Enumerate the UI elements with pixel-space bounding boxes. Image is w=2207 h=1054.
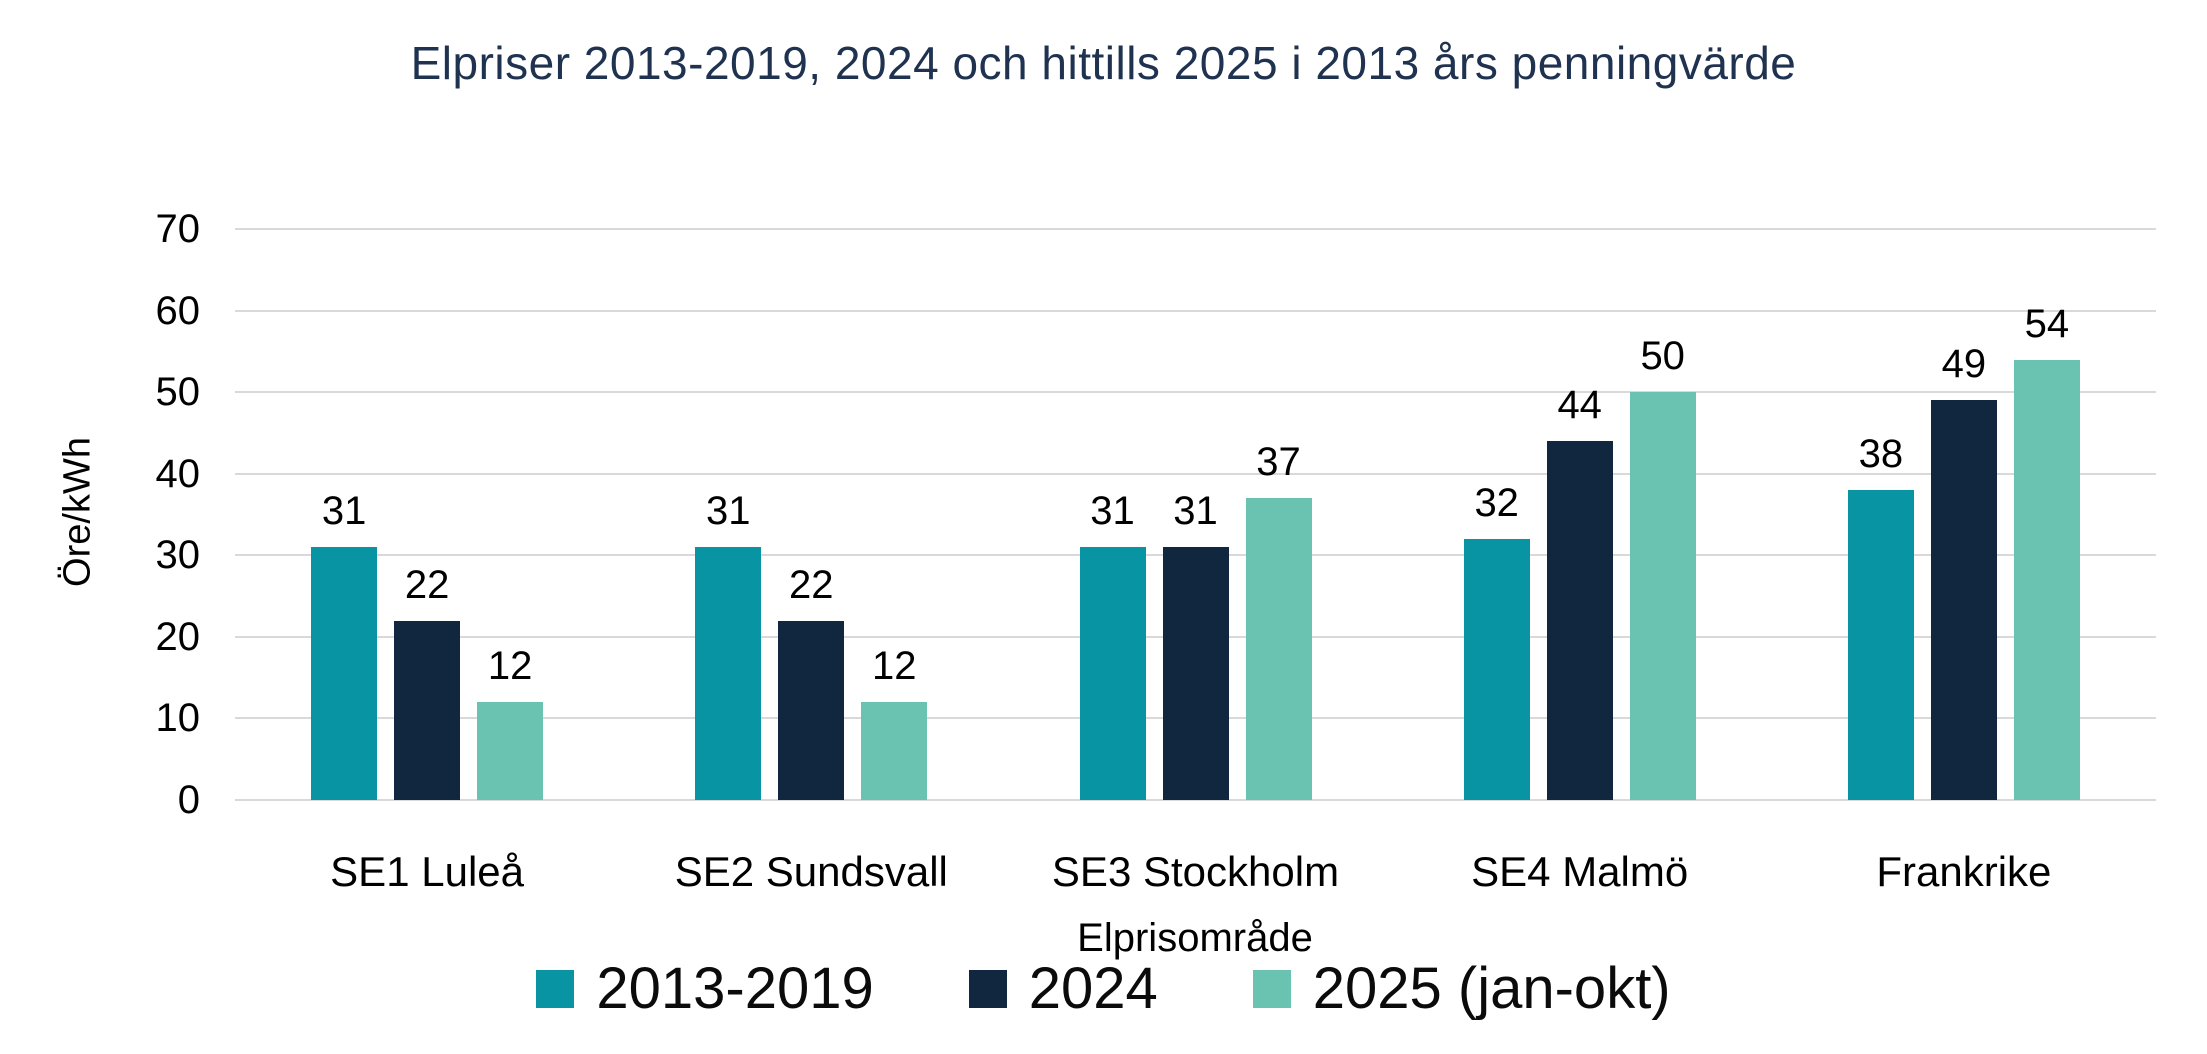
gridline — [235, 472, 2156, 475]
legend-label: 2025 (jan-okt) — [1312, 956, 1671, 1021]
y-tick-label: 50 — [155, 370, 201, 415]
legend-swatch — [536, 970, 575, 1008]
bar-value-label: 50 — [1640, 334, 1685, 379]
chart-title: Elpriser 2013-2019, 2024 och hittills 20… — [410, 37, 1797, 89]
bar — [1847, 490, 1914, 800]
x-category-label: SE3 Stockholm — [1051, 848, 1340, 895]
bar — [1629, 392, 1696, 800]
bar — [477, 702, 544, 800]
bar-value-label: 31 — [706, 489, 751, 534]
legend-swatch — [1252, 970, 1291, 1008]
y-tick-label: 10 — [155, 696, 201, 741]
x-category-label: SE2 Sundsvall — [674, 848, 948, 895]
bar — [1079, 547, 1146, 800]
x-category-label: SE4 Malmö — [1471, 848, 1689, 895]
y-tick-label: 70 — [155, 207, 201, 251]
bar-value-label: 31 — [321, 489, 367, 534]
bar — [2013, 359, 2080, 800]
plot-area: 31 22 12 31 22 12 31 31 37 32 44 50 38 49 54 — [235, 228, 2156, 801]
bar-value-label: 12 — [872, 644, 917, 689]
legend-item-2013-2019: 2013-2019 — [536, 956, 874, 1021]
y-tick-label: 60 — [155, 288, 201, 333]
x-axis-title: Elprisområde — [1077, 916, 1313, 960]
legend-label: 2024 — [1028, 956, 1158, 1021]
y-tick-label: 0 — [177, 778, 200, 822]
bar — [1245, 498, 1312, 800]
gridline — [235, 228, 2156, 230]
legend-label: 2013-2019 — [596, 956, 874, 1021]
gridline — [235, 391, 2156, 394]
x-category-label: Frankrike — [1876, 848, 2052, 895]
bar-value-label: 37 — [1256, 440, 1301, 485]
legend-item-2024: 2024 — [968, 956, 1158, 1021]
bar-value-label: 22 — [789, 562, 834, 607]
bar — [1463, 538, 1530, 800]
x-category-label: SE1 Luleå — [330, 848, 524, 895]
bar — [695, 547, 762, 800]
y-tick-label: 30 — [155, 533, 201, 578]
bar — [311, 547, 378, 800]
bar-value-label: 54 — [2024, 301, 2070, 346]
bar — [394, 620, 461, 800]
bar-value-label: 49 — [1941, 342, 1987, 387]
gridline — [235, 309, 2156, 312]
bar-value-label: 31 — [1173, 489, 1218, 534]
y-tick-label: 20 — [155, 614, 201, 659]
bar-value-label: 32 — [1474, 480, 1519, 525]
gridline — [235, 799, 2156, 801]
legend-swatch — [968, 970, 1007, 1008]
bar — [1546, 441, 1613, 800]
bar-value-label: 38 — [1858, 432, 1904, 477]
legend-item-2025-jan-okt-: 2025 (jan-okt) — [1252, 956, 1671, 1021]
bar-value-label: 12 — [487, 644, 533, 689]
bar — [778, 620, 845, 800]
y-tick-label: 40 — [155, 451, 201, 496]
bar-value-label: 44 — [1557, 383, 1602, 428]
bar — [1930, 400, 1997, 800]
bar-value-label: 31 — [1090, 489, 1135, 534]
bar — [1162, 547, 1229, 800]
legend: 2013-2019 2024 2025 (jan-okt) — [0, 960, 2207, 1018]
bar-value-label: 22 — [404, 562, 450, 607]
bar — [861, 702, 928, 800]
